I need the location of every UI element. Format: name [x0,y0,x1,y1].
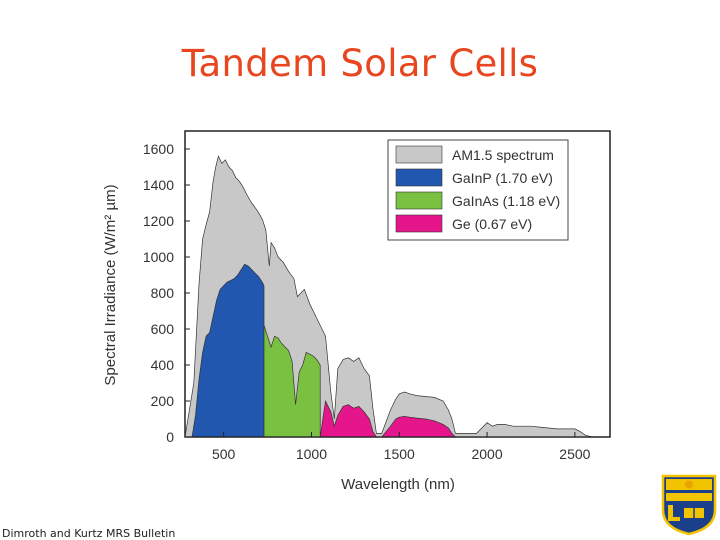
series-area-gainp-1-70-ev [191,263,265,438]
y-axis-label: Spectral Irradiance (W/m² µm) [102,184,119,385]
legend-swatch-am1-5-spectrum [395,145,443,164]
x-tick-label: 1000 [296,446,327,462]
slide-title: Tandem Solar Cells [181,42,539,85]
legend: AM1.5 spectrum GaInP (1.70 eV) GaInAs (1.1… [387,139,569,241]
y-tick-label: 1200 [143,213,174,229]
y-tick-label: 600 [151,321,175,337]
x-tick-label: 500 [212,446,236,462]
legend-swatch-gainas-1-18-ev [395,191,443,210]
legend-swatch-gainp-1-70-ev [395,168,443,187]
legend-label-gainas-1-18-ev: GaInAs (1.18 eV) [452,193,560,209]
y-tick-label: 1600 [143,141,174,157]
x-tick-label: 1500 [384,446,415,462]
x-tick-label: 2500 [559,446,590,462]
series-area-gainas-1-18-ev [263,325,321,438]
university-of-delaware-crest-icon [661,474,717,536]
y-tick-label: 0 [166,429,174,445]
y-tick-label: 400 [151,357,175,373]
series-layer [184,155,593,438]
legend-label-gainp-1-70-ev: GaInP (1.70 eV) [452,170,553,186]
x-tick-label: 2000 [471,446,502,462]
legend-label-ge-0-67-ev: Ge (0.67 eV) [452,216,532,232]
y-tick-label: 1400 [143,177,174,193]
y-tick-label: 800 [151,285,175,301]
x-axis-label: Wavelength (nm) [341,476,455,493]
plot-border [184,130,611,438]
y-tick-label: 1000 [143,249,174,265]
axes-layer: 0 200 400 600 800 1000 1200 1400 1600 500 1000 1500… [143,130,611,462]
citation-footer: Dimroth and Kurtz MRS Bulletin [2,527,176,540]
legend-label-am1-5-spectrum: AM1.5 spectrum [452,147,554,163]
legend-swatch-ge-0-67-ev [395,214,443,233]
y-tick-label: 200 [151,393,175,409]
